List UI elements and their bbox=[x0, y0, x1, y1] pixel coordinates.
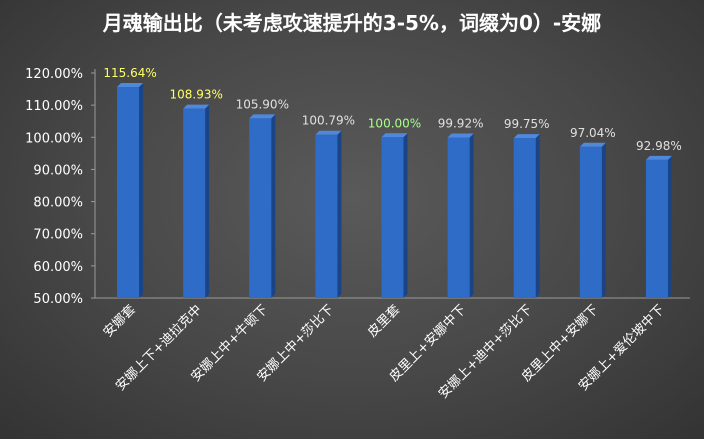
bar bbox=[579, 142, 606, 298]
bar bbox=[249, 114, 276, 298]
bar-top bbox=[645, 155, 672, 160]
bar-top bbox=[183, 104, 210, 109]
data-label: 92.98% bbox=[636, 139, 682, 153]
y-tick-label: 110.00% bbox=[25, 99, 83, 114]
bar-series bbox=[117, 83, 672, 298]
bar-front bbox=[579, 146, 602, 298]
bar-top bbox=[447, 133, 474, 138]
y-tick-label: 50.00% bbox=[33, 292, 83, 307]
y-tick-label: 120.00% bbox=[25, 67, 83, 82]
x-tick-label: 安娜套 bbox=[100, 302, 139, 341]
bar-top bbox=[579, 142, 606, 147]
bar-front bbox=[381, 137, 404, 298]
bar bbox=[513, 134, 540, 298]
bar-top bbox=[117, 83, 144, 88]
bar-top bbox=[513, 134, 540, 139]
bar-side bbox=[139, 83, 144, 298]
data-label: 108.93% bbox=[169, 88, 222, 102]
bar bbox=[645, 155, 672, 298]
bar-front bbox=[645, 159, 668, 298]
bar-side bbox=[271, 114, 276, 298]
chart-title: 月魂输出比（未考虑攻速提升的3-5%，词缀为0）-安娜 bbox=[102, 11, 601, 35]
bar bbox=[117, 83, 144, 298]
y-tick-label: 80.00% bbox=[33, 196, 83, 211]
bar-front bbox=[315, 134, 338, 298]
data-label: 100.00% bbox=[368, 116, 421, 130]
bar-side bbox=[205, 104, 210, 298]
y-tick-label: 60.00% bbox=[33, 260, 83, 275]
bar-top bbox=[315, 130, 342, 135]
bar bbox=[381, 133, 408, 298]
bar bbox=[183, 104, 210, 298]
bar bbox=[447, 133, 474, 298]
bar-side bbox=[337, 130, 342, 298]
data-label: 99.92% bbox=[438, 117, 484, 131]
data-label: 105.90% bbox=[236, 97, 289, 111]
bar-front bbox=[513, 138, 536, 298]
bar-top bbox=[381, 133, 408, 138]
bar-side bbox=[403, 133, 408, 298]
x-tick-label: 皮里套 bbox=[364, 302, 403, 341]
y-tick-label: 90.00% bbox=[33, 163, 83, 178]
bar-side bbox=[667, 155, 672, 298]
data-label: 99.75% bbox=[504, 117, 550, 131]
bar-side bbox=[601, 142, 606, 298]
bar-front bbox=[249, 118, 272, 298]
bar-side bbox=[469, 133, 474, 298]
data-labels: 115.64% 108.93% 105.90% 100.79% 100.00% 99.92… bbox=[103, 66, 681, 153]
bar bbox=[315, 130, 342, 298]
y-tick-label: 100.00% bbox=[25, 131, 83, 146]
data-label: 97.04% bbox=[570, 126, 616, 140]
bar-front bbox=[447, 137, 470, 298]
bar-front bbox=[183, 108, 206, 298]
bar-front bbox=[117, 87, 140, 298]
data-label: 100.79% bbox=[302, 114, 355, 128]
y-tick-label: 70.00% bbox=[33, 228, 83, 243]
data-label: 115.64% bbox=[103, 66, 156, 80]
bar-side bbox=[535, 134, 540, 298]
bar-top bbox=[249, 114, 276, 119]
